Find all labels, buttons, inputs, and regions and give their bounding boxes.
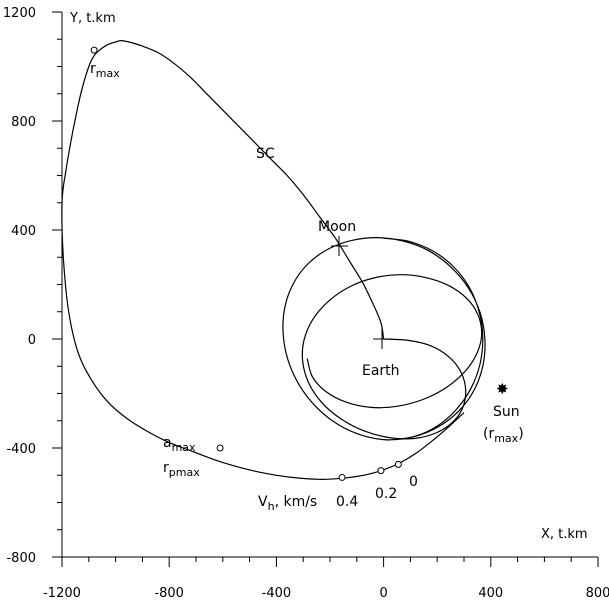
earth-label: Earth <box>362 363 400 379</box>
sun-sub-max: max <box>494 432 518 445</box>
amax-label: amax <box>163 435 196 454</box>
y-axis-title: Y, t.km <box>69 11 116 26</box>
vh-label: Vh, km/s <box>258 494 317 513</box>
x-tick-label--1200: -1200 <box>43 586 81 601</box>
point-marker-3 <box>377 467 385 475</box>
vh-main: V <box>258 494 268 510</box>
y-tick-label-800: 800 <box>11 115 36 130</box>
vh-sub: h <box>268 500 275 513</box>
sun-sub-open: (r <box>483 426 494 442</box>
sun-sublabel: (rmax) <box>483 426 524 445</box>
vh-rest: , km/s <box>275 494 318 510</box>
sun-star-icon: ✸ <box>496 380 509 398</box>
point-marker-4 <box>394 460 402 468</box>
x-axis-title: X, t.km <box>541 527 588 542</box>
x-tick-label-400: 400 <box>478 586 503 601</box>
axes <box>61 12 598 558</box>
sc-trajectory <box>61 39 465 480</box>
sun-sub-close: ) <box>518 426 523 442</box>
moon-label: Moon <box>318 219 356 235</box>
y-tick-label-1200: 1200 <box>3 6 36 21</box>
amax-sub: max <box>172 441 196 454</box>
earth-marker <box>373 329 392 349</box>
rpmax-main: r <box>163 460 169 476</box>
rmax-main: r <box>90 61 96 77</box>
y-tick-label-400: 400 <box>11 224 36 239</box>
x-tick-label--400: -400 <box>262 586 292 601</box>
y-tick-label-0: 0 <box>28 333 36 348</box>
y-tick-label--400: -400 <box>6 442 36 457</box>
sun-label: Sun <box>493 404 520 420</box>
vh-0.4-label: 0.4 <box>336 494 358 510</box>
moon-marker <box>331 236 348 256</box>
series-group <box>61 39 486 480</box>
x-tick-label-800: 800 <box>586 586 609 601</box>
lunar-orbit <box>282 236 486 441</box>
point-marker-1 <box>216 444 224 452</box>
y-tick-label--800: -800 <box>6 551 36 566</box>
amax-main: a <box>163 435 172 451</box>
markers-group <box>90 46 402 481</box>
sc-label: SC <box>256 146 275 162</box>
x-tick-label-0: 0 <box>379 586 387 601</box>
point-marker-0 <box>90 46 98 54</box>
rmax-label: rmax <box>90 61 120 80</box>
vh-0-label: 0 <box>409 474 418 490</box>
x-tick-label--800: -800 <box>154 586 184 601</box>
rmax-sub: max <box>96 67 120 80</box>
rpmax-label: rpmax <box>163 460 200 479</box>
vh-0.2-label: 0.2 <box>375 486 397 502</box>
ticks: -1200 -800 -400 0 400 800 -800 -400 0 400 800 1200 <box>3 6 609 601</box>
point-marker-2 <box>338 473 346 481</box>
rpmax-sub: pmax <box>169 466 200 479</box>
